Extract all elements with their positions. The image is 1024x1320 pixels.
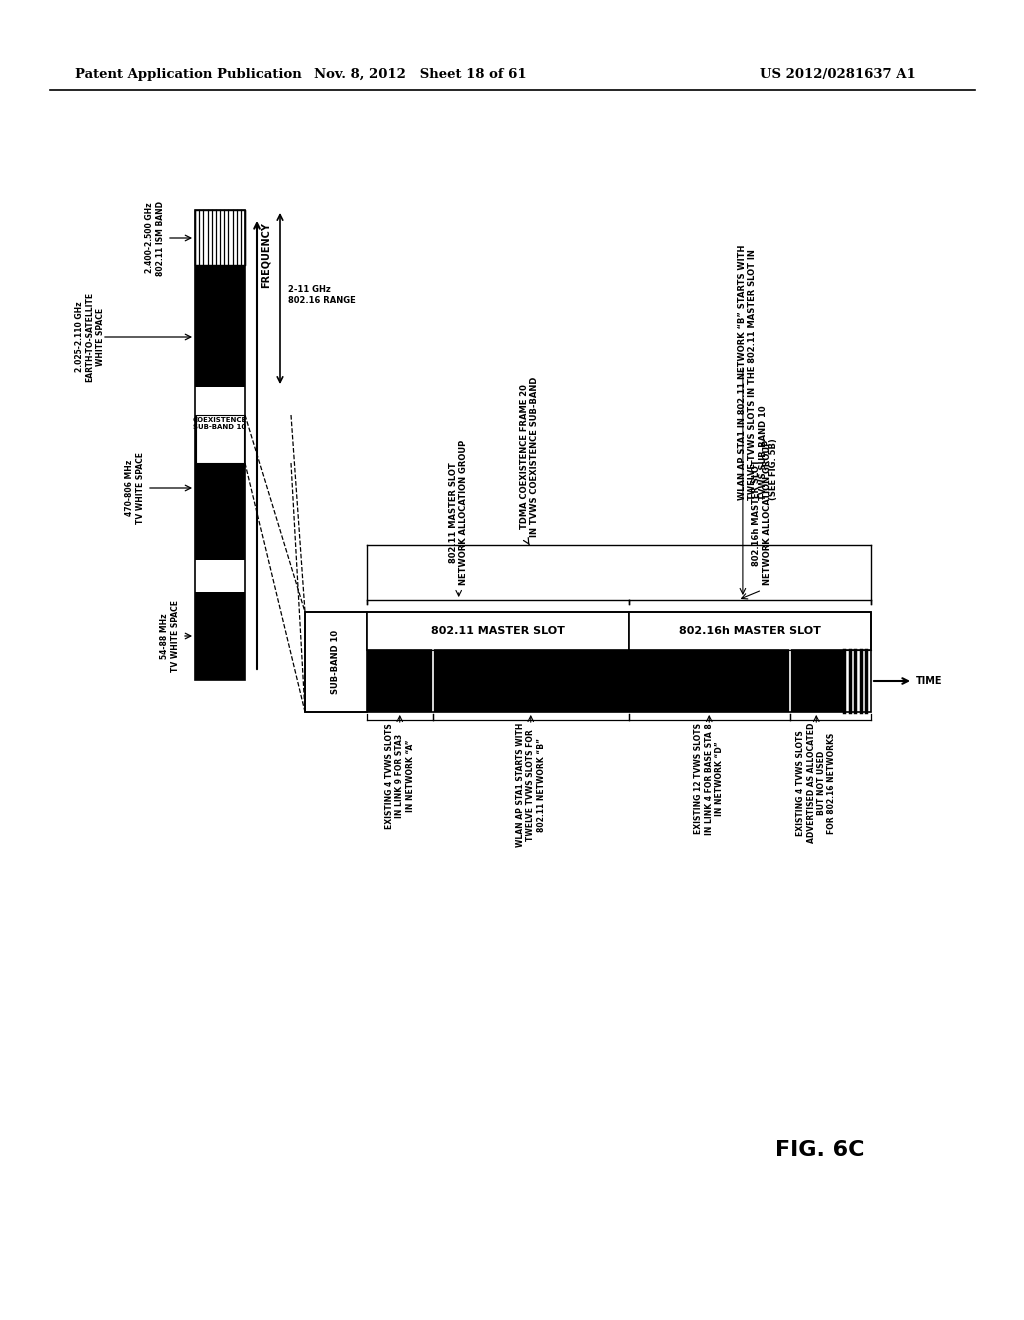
Bar bbox=[305, 612, 871, 711]
Text: Nov. 8, 2012   Sheet 18 of 61: Nov. 8, 2012 Sheet 18 of 61 bbox=[313, 69, 526, 81]
Text: WLAN AP STA1 IN 802.11 NETWORK “B” STARTS WITH
TWELVE TVWS SLOTS IN THE 802.11 M: WLAN AP STA1 IN 802.11 NETWORK “B” START… bbox=[738, 246, 778, 500]
Bar bbox=[305, 612, 367, 711]
Text: 2-11 GHz
802.16 RANGE: 2-11 GHz 802.16 RANGE bbox=[288, 285, 355, 305]
Text: Patent Application Publication: Patent Application Publication bbox=[75, 69, 302, 81]
Text: EXISTING 4 TVWS SLOTS
ADVERTISED AS ALLOCATED
BUT NOT USED
FOR 802.16 NETWORKS: EXISTING 4 TVWS SLOTS ADVERTISED AS ALLO… bbox=[796, 723, 837, 843]
Bar bbox=[367, 649, 843, 711]
Text: FREQUENCY: FREQUENCY bbox=[261, 222, 271, 288]
Bar bbox=[195, 265, 245, 286]
Bar bbox=[843, 649, 871, 711]
Text: 54-88 MHz
TV WHITE SPACE: 54-88 MHz TV WHITE SPACE bbox=[161, 601, 179, 672]
Text: 802.11 MASTER SLOT
NETWORK ALLOCATION GROUP: 802.11 MASTER SLOT NETWORK ALLOCATION GR… bbox=[449, 440, 468, 585]
Bar bbox=[195, 286, 245, 387]
Text: TIME: TIME bbox=[916, 676, 942, 686]
Text: COEXISTENCE
SUB-BAND 10: COEXISTENCE SUB-BAND 10 bbox=[193, 417, 247, 430]
Text: 2.025-2.110 GHz
EARTH-TO-SATELLITE
WHITE SPACE: 2.025-2.110 GHz EARTH-TO-SATELLITE WHITE… bbox=[75, 292, 104, 381]
Text: FIG. 6C: FIG. 6C bbox=[775, 1140, 864, 1160]
Text: WLAN AP STA1 STARTS WITH
TWELVE TVWS SLOTS FOR
802.11 NETWORK “B”: WLAN AP STA1 STARTS WITH TWELVE TVWS SLO… bbox=[516, 723, 546, 847]
Bar bbox=[195, 414, 245, 560]
Text: US 2012/0281637 A1: US 2012/0281637 A1 bbox=[760, 69, 915, 81]
Text: 2.400-2.500 GHz
802.11 ISM BAND: 2.400-2.500 GHz 802.11 ISM BAND bbox=[145, 201, 165, 276]
Text: TDMA COEXISTENCE FRAME 20
IN TVWS COEXISTENCE SUB-BAND: TDMA COEXISTENCE FRAME 20 IN TVWS COEXIS… bbox=[520, 376, 540, 537]
Bar bbox=[195, 210, 245, 265]
Text: SUB-BAND 10: SUB-BAND 10 bbox=[332, 630, 341, 694]
Text: EXISTING 4 TVWS SLOTS
IN LINK 9 FOR STA3
IN NETWORK “A”: EXISTING 4 TVWS SLOTS IN LINK 9 FOR STA3… bbox=[385, 723, 415, 829]
Text: 470-806 MHz
TV WHITE SPACE: 470-806 MHz TV WHITE SPACE bbox=[125, 451, 144, 524]
Bar bbox=[195, 591, 245, 680]
Bar bbox=[367, 612, 629, 649]
Bar bbox=[195, 210, 245, 680]
Bar bbox=[629, 612, 871, 649]
Text: 802.11 MASTER SLOT: 802.11 MASTER SLOT bbox=[431, 626, 565, 636]
Text: 802.16h MASTER SLOT
NETWORK ALLOCATION GROUP: 802.16h MASTER SLOT NETWORK ALLOCATION G… bbox=[753, 440, 772, 585]
Text: EXISTING 12 TVWS SLOTS
IN LINK 4 FOR BASE STA 8
IN NETWORK “D”: EXISTING 12 TVWS SLOTS IN LINK 4 FOR BAS… bbox=[694, 723, 724, 834]
Text: 802.16h MASTER SLOT: 802.16h MASTER SLOT bbox=[679, 626, 821, 636]
Bar bbox=[196, 414, 244, 463]
